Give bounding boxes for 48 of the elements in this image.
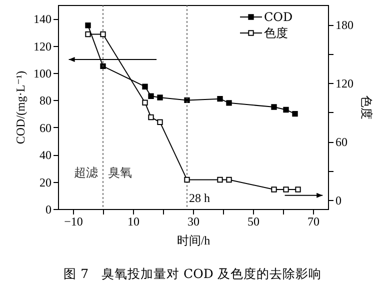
x-tick-label: −10 xyxy=(64,214,83,228)
y2-tick-label: 120 xyxy=(336,76,354,91)
y-tick-label: 0 xyxy=(46,202,52,216)
y-tick-label: 100 xyxy=(34,66,52,80)
point xyxy=(184,176,190,183)
y-tick-label: 20 xyxy=(40,175,52,190)
y-tick-label: 40 xyxy=(40,148,52,162)
x-tick-label: 10 xyxy=(128,214,140,228)
point xyxy=(157,94,163,100)
point xyxy=(295,186,301,192)
y2-tick-label: 180 xyxy=(336,18,354,32)
x-tick-label: 70 xyxy=(308,214,320,228)
point xyxy=(142,84,148,90)
point xyxy=(217,176,223,183)
y-tick-label: 60 xyxy=(40,120,52,135)
y2-tick-label: 60 xyxy=(336,135,348,150)
point xyxy=(217,96,223,102)
point xyxy=(271,186,277,192)
point xyxy=(100,31,106,38)
annotation: 超滤 xyxy=(74,165,98,180)
point xyxy=(142,100,148,106)
y-axis-title: COD/(mg·L⁻¹) xyxy=(14,70,28,144)
y-tick-label: 80 xyxy=(40,94,52,108)
x-axis-title: 时间/h xyxy=(176,234,210,248)
legend-label: 色度 xyxy=(264,26,288,40)
y2-tick-label: 0 xyxy=(336,194,342,208)
y-tick-label: 120 xyxy=(34,39,52,54)
point xyxy=(283,106,289,113)
annotation: 臭氧 xyxy=(108,165,132,180)
point xyxy=(226,100,232,106)
point xyxy=(85,22,91,28)
point xyxy=(85,31,91,38)
point xyxy=(283,186,289,192)
point xyxy=(271,104,277,110)
legend-label: COD xyxy=(264,10,293,24)
point xyxy=(157,119,163,125)
point xyxy=(148,114,154,120)
x-tick-label: 30 xyxy=(188,214,200,228)
point xyxy=(292,110,298,117)
caption: 图 7 臭氧投加量对 COD 及色度的去除影响 xyxy=(62,266,322,283)
point xyxy=(100,63,106,70)
x-tick-label: 50 xyxy=(248,214,260,228)
ref-line-label: 28 h xyxy=(189,191,210,205)
point xyxy=(226,176,232,183)
point xyxy=(148,93,154,99)
point xyxy=(184,97,190,104)
y2-axis-title: 色度 xyxy=(360,96,374,120)
y-tick-label: 140 xyxy=(34,12,52,26)
